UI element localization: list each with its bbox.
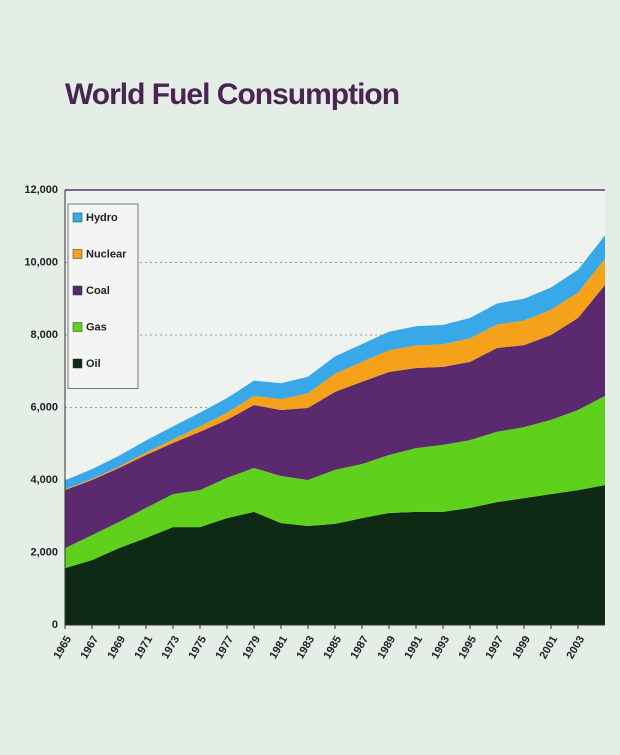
y-tick-label: 0 xyxy=(52,619,58,631)
area xyxy=(65,258,605,491)
y-tick-label: 2,000 xyxy=(30,546,58,558)
legend-label: Coal xyxy=(86,285,110,297)
y-tick-label: 8,000 xyxy=(30,329,58,341)
legend-label: Gas xyxy=(86,321,107,333)
legend-label: Hydro xyxy=(86,212,118,224)
legend-label: Oil xyxy=(86,358,101,370)
y-tick-label: 4,000 xyxy=(30,474,58,486)
area xyxy=(65,395,605,569)
area xyxy=(65,235,605,490)
legend-box xyxy=(67,203,139,389)
area xyxy=(65,485,605,625)
legend-swatch xyxy=(72,285,83,296)
y-tick-label: 6,000 xyxy=(30,401,58,413)
area xyxy=(65,284,605,549)
legend-swatch xyxy=(72,249,83,259)
y-tick-label: 10,000 xyxy=(24,256,58,268)
chart-title: World Fuel Consumption xyxy=(65,78,399,111)
legend-swatch xyxy=(72,358,83,369)
legend-label: Nuclear xyxy=(86,248,127,260)
legend-swatch xyxy=(72,322,83,332)
y-tick-label: 12,000 xyxy=(24,184,58,196)
legend-swatch xyxy=(72,212,83,223)
